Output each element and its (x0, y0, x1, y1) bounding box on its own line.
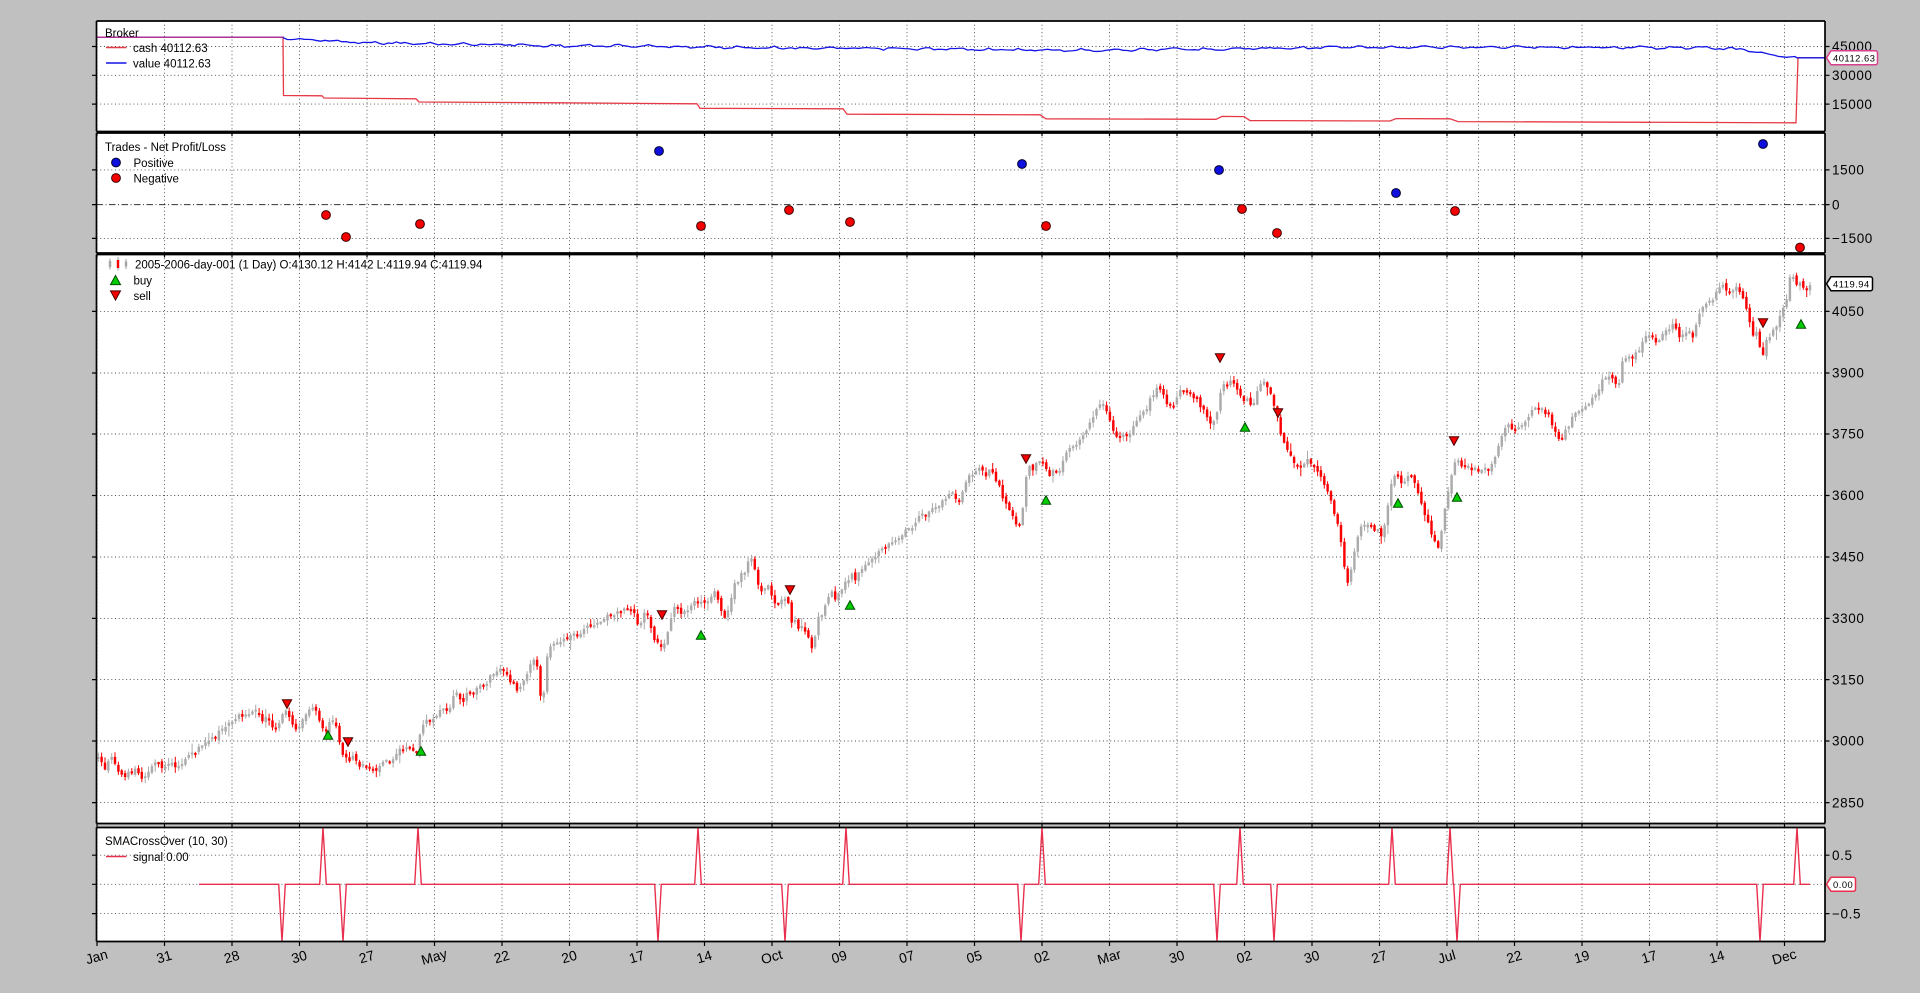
svg-text:Oct: Oct (759, 947, 784, 967)
svg-text:17: 17 (627, 948, 646, 967)
svg-text:2005-2006-day-001 (1 Day) O:41: 2005-2006-day-001 (1 Day) O:4130.12 H:41… (135, 260, 483, 272)
svg-text:27: 27 (1370, 948, 1389, 967)
svg-text:17: 17 (1640, 948, 1659, 967)
svg-text:cash 40112.63: cash 40112.63 (133, 43, 208, 55)
svg-text:Dec: Dec (1770, 946, 1798, 967)
svg-text:4050: 4050 (1832, 304, 1864, 319)
svg-text:2850: 2850 (1832, 795, 1864, 810)
svg-text:19: 19 (1572, 948, 1591, 967)
svg-text:15000: 15000 (1832, 97, 1873, 112)
svg-text:4119.94: 4119.94 (1833, 278, 1870, 289)
svg-text:Negative: Negative (134, 174, 179, 186)
svg-text:3900: 3900 (1832, 366, 1864, 381)
svg-text:3300: 3300 (1832, 611, 1864, 626)
svg-text:0.00: 0.00 (1833, 879, 1853, 890)
svg-text:buy: buy (134, 276, 153, 288)
svg-text:14: 14 (1707, 948, 1726, 967)
svg-text:3000: 3000 (1832, 734, 1864, 749)
svg-text:27: 27 (357, 948, 376, 967)
svg-text:3750: 3750 (1832, 427, 1864, 442)
svg-text:−1500: −1500 (1832, 231, 1873, 246)
svg-text:1500: 1500 (1832, 163, 1864, 178)
svg-text:value 40112.63: value 40112.63 (133, 59, 211, 71)
svg-text:3600: 3600 (1832, 488, 1864, 503)
svg-text:0: 0 (1832, 197, 1840, 212)
svg-text:30: 30 (1167, 948, 1186, 967)
svg-text:30: 30 (290, 948, 309, 967)
svg-text:May: May (420, 946, 449, 968)
svg-text:Mar: Mar (1096, 946, 1123, 967)
svg-text:02: 02 (1235, 948, 1254, 967)
svg-text:02: 02 (1032, 948, 1051, 967)
svg-text:Trades - Net Profit/Loss: Trades - Net Profit/Loss (105, 142, 226, 154)
svg-text:07: 07 (897, 948, 916, 967)
svg-text:20: 20 (560, 948, 579, 967)
svg-text:31: 31 (155, 948, 174, 967)
svg-text:22: 22 (492, 948, 511, 967)
svg-text:SMACrossOver (10, 30): SMACrossOver (10, 30) (105, 836, 228, 848)
svg-text:09: 09 (830, 948, 849, 967)
svg-text:05: 05 (965, 948, 984, 967)
svg-text:3450: 3450 (1832, 550, 1864, 565)
svg-text:−0.5: −0.5 (1832, 906, 1861, 921)
svg-text:signal 0.00: signal 0.00 (133, 852, 189, 864)
svg-text:22: 22 (1505, 948, 1524, 967)
svg-text:Broker: Broker (105, 28, 139, 40)
svg-text:30000: 30000 (1832, 68, 1873, 83)
svg-text:Jan: Jan (84, 947, 110, 968)
svg-text:Positive: Positive (134, 158, 174, 170)
svg-text:28: 28 (222, 948, 241, 967)
svg-text:0.5: 0.5 (1832, 848, 1853, 863)
svg-text:40112.63: 40112.63 (1833, 52, 1875, 63)
svg-text:3150: 3150 (1832, 672, 1864, 687)
svg-text:30: 30 (1302, 948, 1321, 967)
svg-text:sell: sell (134, 291, 151, 303)
svg-text:14: 14 (695, 948, 714, 967)
svg-text:Jul: Jul (1436, 947, 1457, 966)
